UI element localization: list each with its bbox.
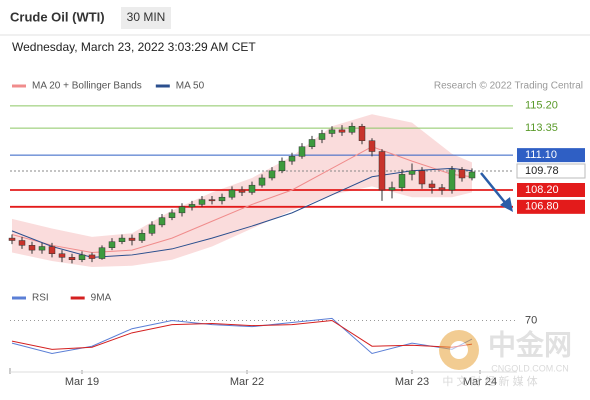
legend-label: MA 20 + Bollinger Bands [32, 81, 142, 92]
level-label: 113.35 [525, 122, 558, 134]
legend-label: RSI [32, 293, 49, 304]
level-badge [516, 163, 586, 179]
candle-body [168, 212, 176, 218]
level-badge [517, 183, 585, 197]
candle-body [158, 217, 166, 226]
level-label: 111.10 [525, 149, 557, 161]
candle-body [58, 253, 66, 258]
candle-body [18, 240, 26, 246]
candle-body [108, 241, 116, 248]
candle-body [328, 129, 336, 134]
candle-body [218, 196, 226, 202]
candle-body [348, 126, 356, 133]
candle-body [418, 170, 426, 185]
candle-body [308, 139, 316, 147]
forecast-arrow-head [500, 197, 513, 212]
candle-body [288, 156, 296, 162]
interval: 30 MIN [127, 10, 166, 24]
level-label: 109.78 [525, 165, 559, 177]
candle-body [248, 184, 256, 193]
watermark-tagline: 中 文 财 经 新 媒 体 [442, 374, 537, 388]
candle-body [78, 254, 86, 260]
x-tick-label: Mar 23 [395, 376, 429, 388]
legend-label: 9MA [91, 293, 112, 304]
level-badge [517, 148, 585, 163]
candle-body [448, 169, 456, 191]
credit: Research © 2022 Trading Central [434, 81, 583, 92]
level-label: 115.20 [525, 100, 558, 112]
candle-body [118, 237, 126, 242]
candle-body [318, 133, 326, 140]
candle-body [398, 174, 406, 188]
watermark-logo [450, 341, 468, 359]
candle-body [68, 257, 76, 260]
candle-body [388, 187, 396, 191]
x-tick-label: Mar 24 [463, 376, 497, 388]
datetime: Wednesday, March 23, 2022 3:03:29 AM CET [12, 40, 256, 54]
candle-body [48, 246, 56, 254]
candle-body [38, 246, 46, 251]
candle-body [8, 237, 16, 241]
candle-body [428, 183, 436, 188]
candle-body [188, 204, 196, 208]
title: Crude Oil (WTI) [10, 9, 105, 24]
level-badge [517, 199, 585, 214]
candle-body [258, 177, 266, 186]
candle-body [268, 170, 276, 179]
indicator-line [11, 317, 473, 354]
candle-body [378, 151, 386, 191]
candle-body [338, 129, 346, 133]
candle-body [208, 199, 216, 202]
candle-body [238, 189, 246, 193]
candle-body [228, 189, 236, 198]
legend-label: MA 50 [176, 81, 205, 92]
candle-body [148, 224, 156, 234]
candle-body [28, 245, 36, 251]
candle-body [458, 169, 466, 179]
candle-body [368, 140, 376, 152]
candle-body [298, 146, 306, 157]
forecast-arrow [480, 172, 508, 206]
candle-body [468, 171, 476, 179]
watermark: 中金网 CNGOLD.COM.CN 中 文 财 经 新 媒 体 [439, 328, 572, 388]
candle-body [198, 199, 206, 205]
watermark-site: CNGOLD.COM.CN [491, 363, 569, 373]
candle-body [88, 254, 96, 259]
candle-body [278, 160, 286, 172]
candle-body [438, 187, 446, 191]
x-tick-label: Mar 22 [230, 376, 264, 388]
y-tick-label: 70 [525, 314, 537, 326]
x-tick-label: Mar 19 [65, 376, 99, 388]
candle-body [178, 206, 186, 214]
interval-badge [121, 7, 171, 29]
candle-body [128, 237, 136, 241]
level-label: 106.80 [525, 201, 559, 213]
candle-body [138, 233, 146, 241]
candle-body [98, 247, 106, 259]
candle-body [358, 126, 366, 141]
indicator-line [11, 319, 473, 350]
level-label: 108.20 [525, 184, 559, 196]
candle-body [408, 170, 416, 175]
watermark-brand: 中金网 [488, 328, 572, 360]
